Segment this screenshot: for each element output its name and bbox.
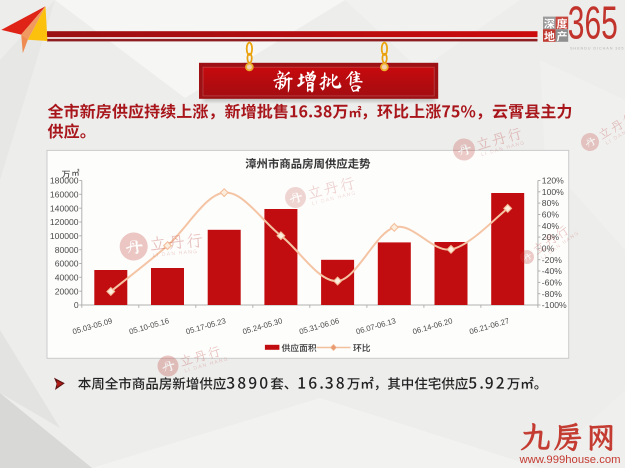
svg-text:60%: 60%: [542, 210, 560, 220]
svg-text:20000: 20000: [55, 286, 79, 296]
svg-text:160000: 160000: [50, 189, 79, 199]
svg-text:40000: 40000: [55, 272, 79, 282]
svg-text:-40%: -40%: [542, 266, 562, 276]
svg-text:100000: 100000: [50, 231, 79, 241]
svg-text:-100%: -100%: [542, 300, 567, 310]
svg-text:80000: 80000: [55, 245, 79, 255]
svg-text:40%: 40%: [542, 221, 560, 231]
svg-text:20%: 20%: [542, 232, 560, 242]
svg-text:-60%: -60%: [542, 278, 562, 288]
svg-text:120000: 120000: [50, 217, 79, 227]
svg-text:www.999house.com: www.999house.com: [518, 454, 620, 466]
svg-text:365: 365: [568, 0, 618, 49]
svg-text:SHENDU DICHAN 365: SHENDU DICHAN 365: [570, 47, 624, 51]
svg-text:60000: 60000: [55, 259, 79, 269]
svg-text:-20%: -20%: [542, 255, 562, 265]
svg-text:0%: 0%: [542, 244, 555, 254]
svg-text:180000: 180000: [50, 176, 79, 186]
svg-text:140000: 140000: [50, 203, 79, 213]
svg-text:-80%: -80%: [542, 289, 562, 299]
svg-text:80%: 80%: [542, 198, 560, 208]
svg-text:0: 0: [74, 300, 79, 310]
svg-text:100%: 100%: [542, 187, 564, 197]
svg-text:120%: 120%: [542, 176, 564, 186]
